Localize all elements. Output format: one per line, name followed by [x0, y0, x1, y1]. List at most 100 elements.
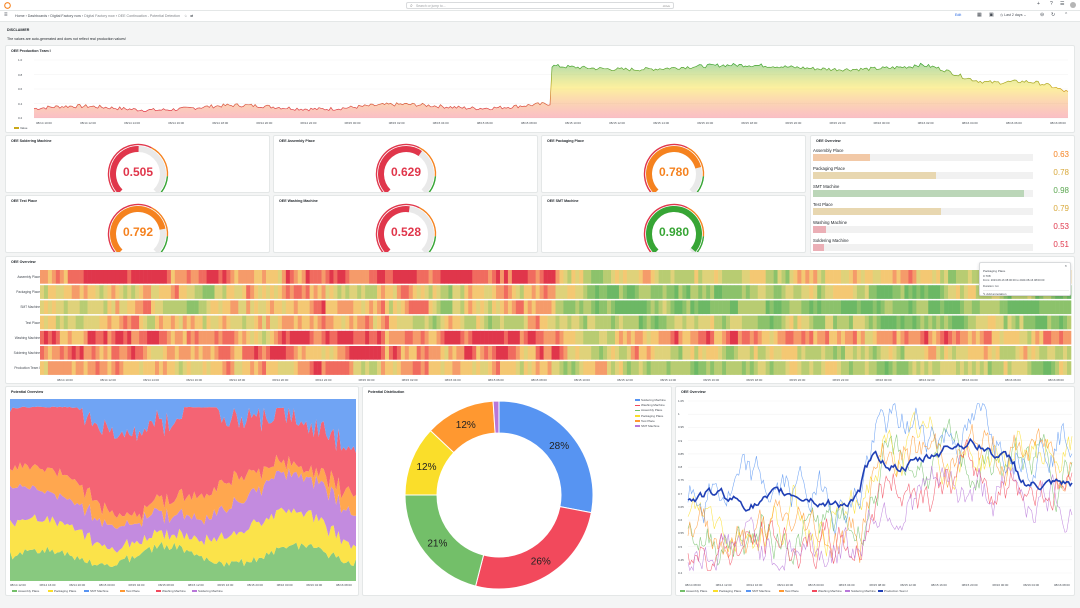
expand-icon[interactable]: ⌃ [1064, 12, 1069, 18]
heatmap-cell [856, 315, 862, 330]
legend-item[interactable]: Assembly Place [12, 589, 39, 593]
pie-slice[interactable] [498, 400, 594, 514]
oee-team-chart[interactable] [6, 46, 1075, 133]
legend-item[interactable]: Production Team I [878, 589, 908, 593]
potential-distribution-chart[interactable]: 28%26%21%12%12% [363, 387, 672, 596]
legend-item[interactable]: SMT Machine [635, 424, 659, 428]
heatmap-cell [666, 285, 671, 299]
legend-item[interactable]: SMT Machine [746, 589, 770, 593]
legend-item[interactable]: Assembly Place [680, 589, 707, 593]
heatmap-cell [266, 346, 271, 360]
heatmap-row[interactable] [40, 315, 1072, 330]
legend-item[interactable]: Washing Machine [635, 403, 665, 407]
heatmap-cell [860, 285, 866, 299]
grafana-logo-icon[interactable] [4, 2, 11, 9]
heatmap-cell [170, 361, 176, 375]
heatmap-cell [646, 270, 651, 284]
news-icon[interactable]: ☰ [1060, 1, 1065, 7]
heatmap-cell [424, 285, 429, 299]
line-series[interactable] [687, 403, 1073, 536]
legend-item[interactable]: Test Place [779, 589, 799, 593]
heatmap-row[interactable] [40, 361, 1072, 375]
legend-item[interactable]: Packaging Place [713, 589, 741, 593]
heatmap-row[interactable] [40, 300, 1072, 315]
heatmap-cell [813, 315, 818, 330]
line-series[interactable] [687, 465, 1073, 572]
heatmap-row[interactable] [40, 346, 1072, 360]
heatmap-cell [329, 330, 334, 345]
gauge-chart[interactable] [274, 196, 538, 253]
heatmap-row[interactable] [40, 285, 1072, 299]
tooltip-title: Packaging Place [983, 269, 1006, 273]
save-icon[interactable]: ▣ [989, 12, 994, 18]
legend-item[interactable]: Assembly Place [635, 408, 662, 412]
star-icon[interactable]: ☆ [184, 14, 188, 18]
heatmap-cell [777, 270, 782, 284]
breadcrumb-home[interactable]: Home [15, 14, 25, 18]
heatmap-cell [944, 330, 949, 345]
plus-icon[interactable]: + [1037, 1, 1040, 7]
menu-icon[interactable]: ≡ [4, 12, 8, 18]
zoom-out-icon[interactable]: ⊖ [1040, 12, 1045, 18]
legend-item[interactable]: Test Place [120, 589, 140, 593]
legend-item[interactable]: Packaging Place [48, 589, 76, 593]
legend-item[interactable]: Washing Machine [812, 589, 842, 593]
legend-item[interactable]: SMT Machine [84, 589, 108, 593]
search-box[interactable]: ⌕ Search or jump to... ctrl+k [406, 2, 674, 9]
time-picker[interactable]: ◷ Last 2 days ⌄ [1000, 13, 1027, 17]
line-series[interactable] [687, 439, 1073, 571]
legend-item[interactable]: Packaging Place [635, 414, 663, 418]
heatmap-cell [321, 285, 326, 299]
gauge-chart[interactable] [274, 136, 538, 193]
gauge-chart[interactable] [6, 196, 270, 253]
heatmap-cell [694, 270, 699, 284]
edit-button[interactable]: Edit [955, 13, 962, 17]
line-series[interactable] [687, 437, 1073, 512]
legend-item[interactable]: Washing Machine [156, 589, 186, 593]
yaxis-tick: 1.0 [18, 58, 23, 62]
gauge-chart[interactable] [542, 136, 806, 193]
breadcrumb-dashboards[interactable]: Dashboards [27, 14, 48, 18]
gauge-chart[interactable] [6, 136, 270, 193]
gauge-chart[interactable] [542, 196, 806, 253]
avatar[interactable] [1070, 2, 1076, 8]
heatmap-cell [658, 361, 663, 375]
heatmap-cell [131, 270, 136, 284]
heatmap-chart[interactable] [6, 257, 1075, 384]
heatmap-cell [293, 270, 299, 284]
pie-slice[interactable] [475, 506, 592, 590]
xaxis-tick: 08/15 04:00 [432, 121, 449, 125]
share-icon[interactable]: ⇄ [190, 14, 194, 18]
heatmap-row[interactable] [40, 330, 1072, 345]
breadcrumb-sub[interactable]: Digital Factory now [84, 14, 115, 18]
gauge-fill [378, 206, 410, 252]
heatmap-cell [503, 361, 509, 375]
breadcrumb-folder[interactable]: Digital Factory now [50, 14, 81, 18]
heatmap-cell [444, 361, 449, 375]
legend-item[interactable]: Soldering Machine [635, 398, 666, 402]
close-icon[interactable]: × [1064, 263, 1067, 268]
heatmap-cell [579, 285, 584, 299]
add-panel-icon[interactable]: ▦ [977, 12, 982, 18]
legend-item[interactable]: Soldering Machine [192, 589, 223, 593]
heatmap-cell [983, 300, 989, 315]
heatmap-cell [317, 361, 322, 375]
heatmap-cell [868, 346, 874, 360]
heatmap-row[interactable] [40, 270, 1072, 284]
refresh-icon[interactable]: ↻ [1051, 12, 1056, 18]
add-annotation-button[interactable]: ✎ Add annotation [983, 290, 1069, 296]
legend-item[interactable]: Soldering Machine [845, 589, 876, 593]
help-icon[interactable]: ? [1050, 1, 1053, 7]
oee-line-chart[interactable] [676, 387, 1075, 596]
heatmap-cell [194, 330, 199, 345]
legend-swatch [878, 590, 883, 592]
heatmap-cell [87, 315, 92, 330]
oee-team-legend[interactable]: Value [14, 126, 27, 130]
heatmap-cell [361, 346, 366, 360]
bar-fill [813, 226, 827, 233]
legend-item[interactable]: Test Place [635, 419, 655, 423]
potential-overview-chart[interactable] [6, 387, 359, 596]
breadcrumb-page[interactable]: OEE Continuation - Potential Detection [117, 14, 181, 18]
pie-slice[interactable] [492, 400, 500, 434]
heatmap-cell [1047, 346, 1052, 360]
